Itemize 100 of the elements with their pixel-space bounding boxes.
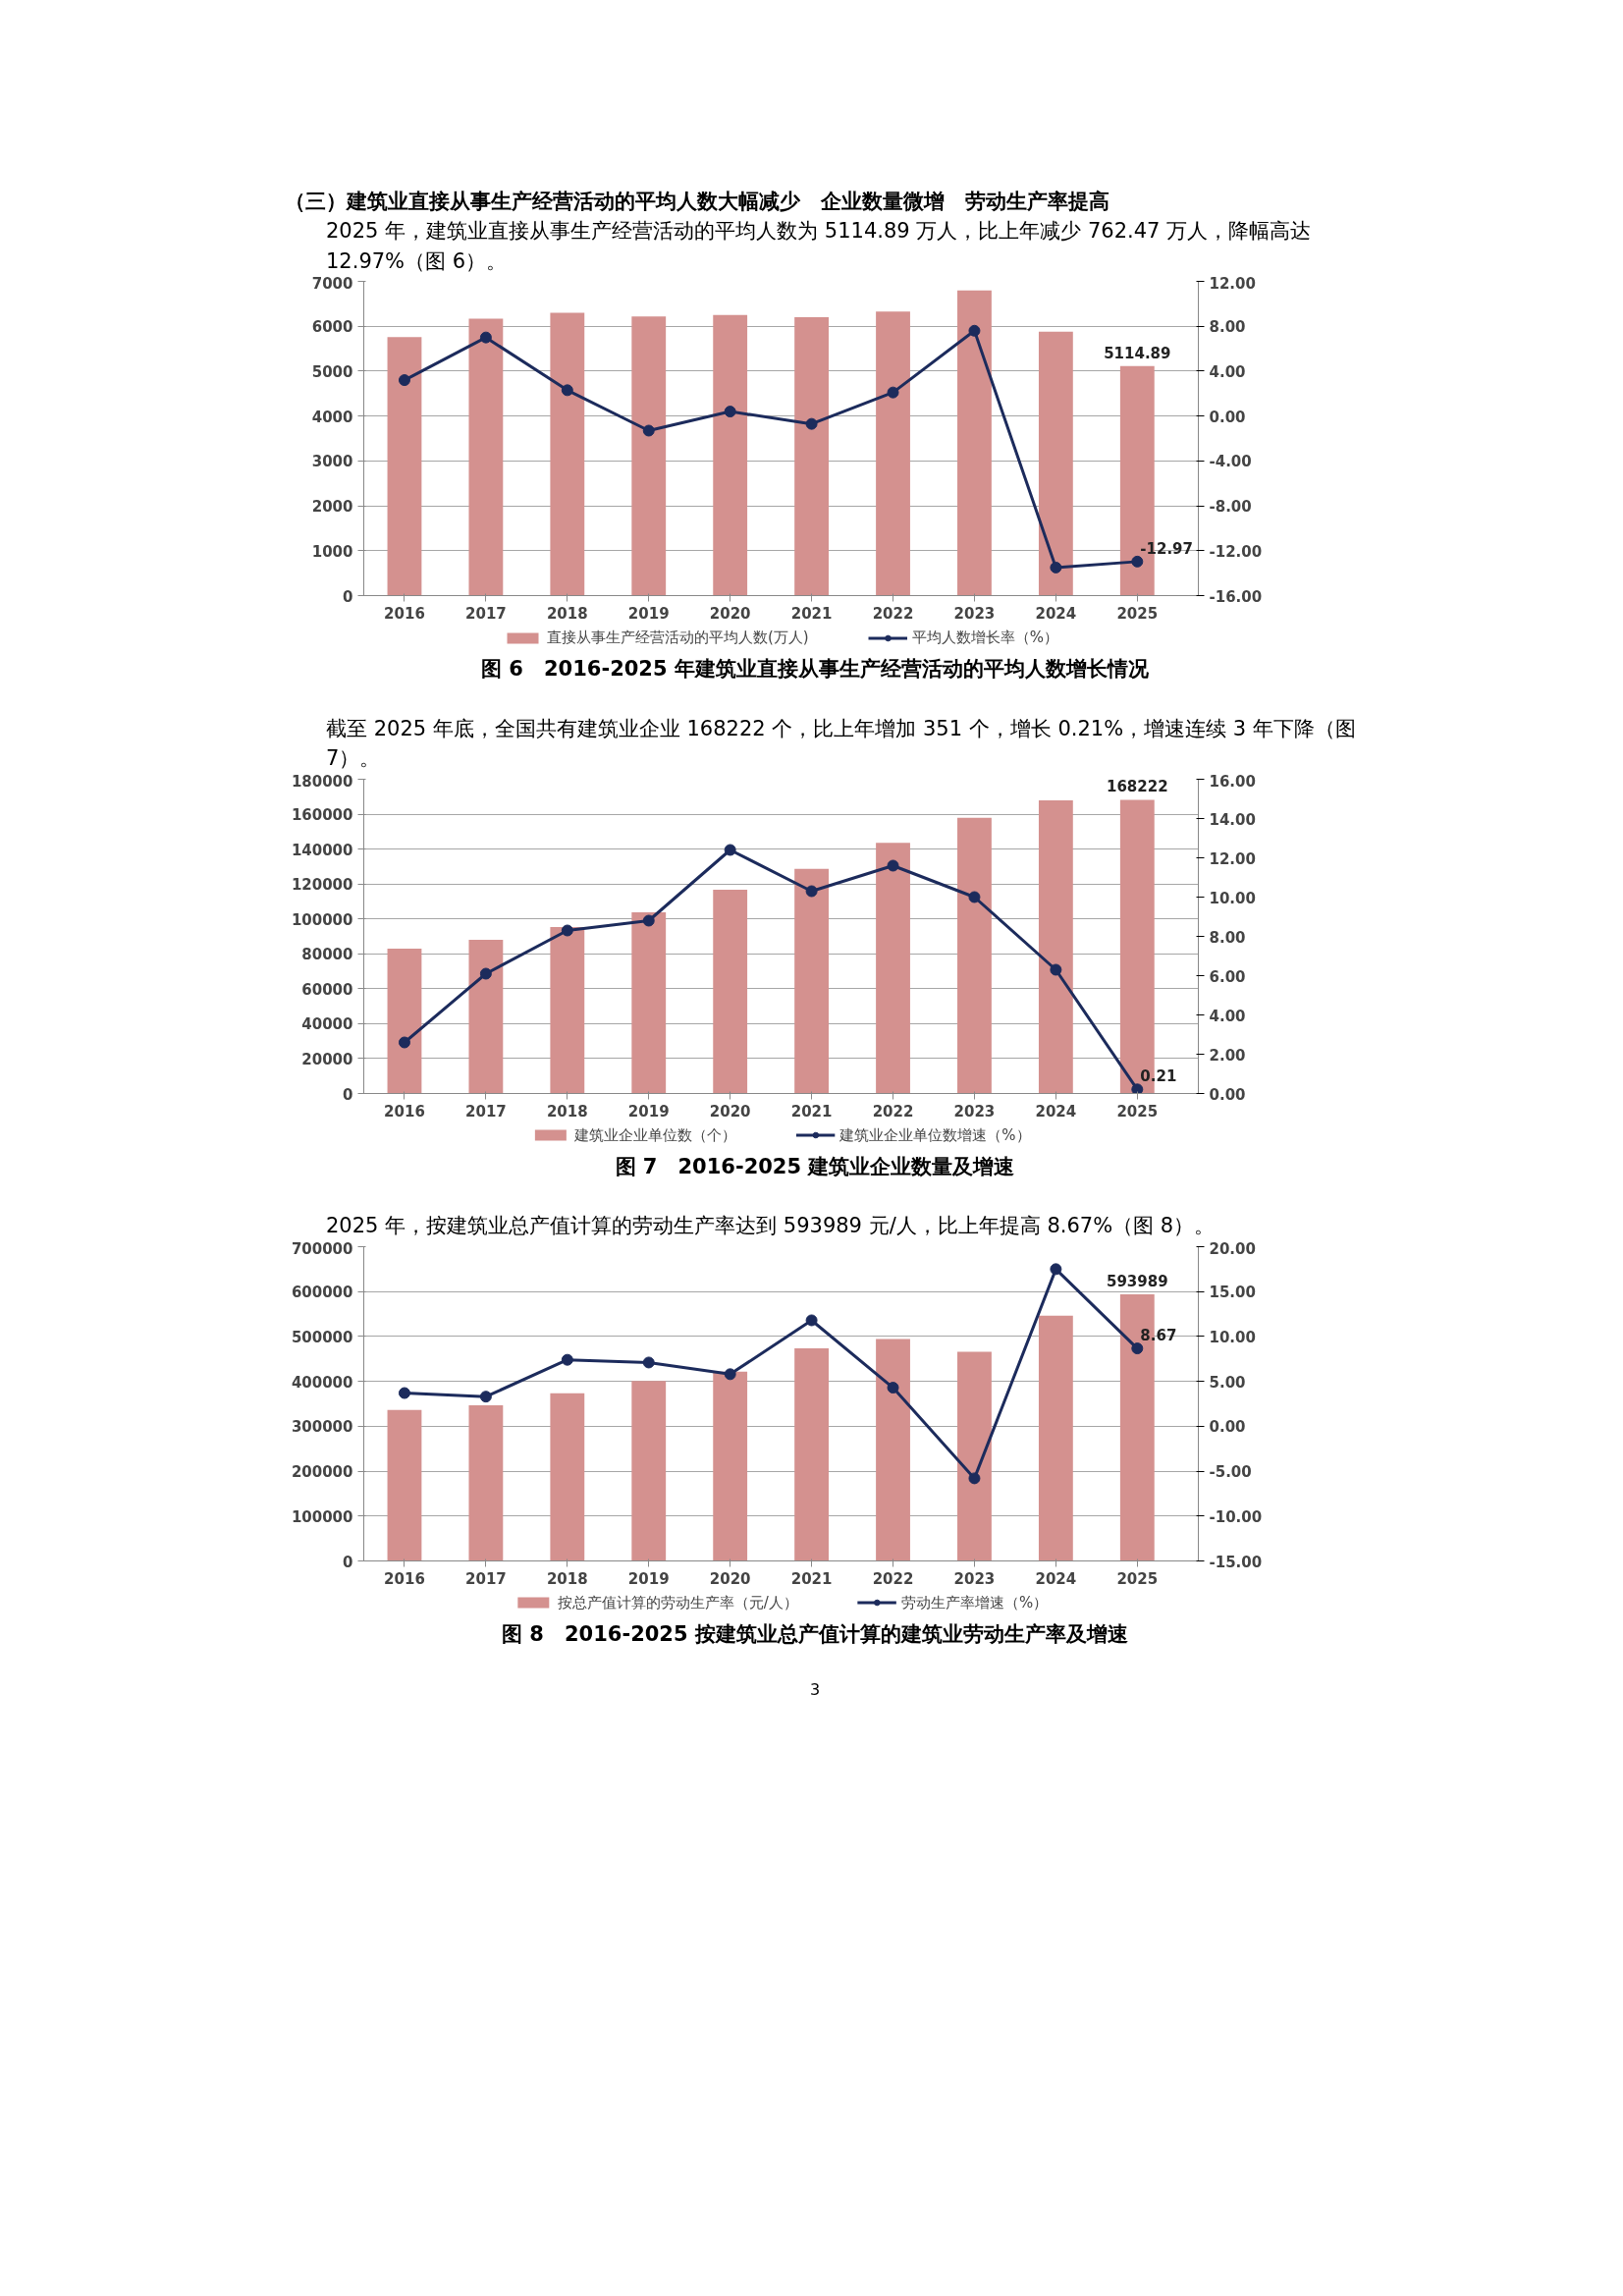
y-tick-label: 180000 [291, 772, 353, 791]
x-tick-label: 2017 [465, 1569, 507, 1587]
y-tick-label: 80000 [301, 945, 353, 963]
y-tick-label: 700000 [291, 1239, 353, 1257]
x-tick-label: 2022 [872, 1102, 914, 1121]
x-tick-label: 2023 [953, 1102, 996, 1121]
text: 截至 2025 年底，全国共有建筑业企业 168222 个，比上年增加 351 个，增长 0.21%，增速连续 3 年下降（图 7）。 [326, 715, 1357, 773]
y-tick-label: 2000 [311, 498, 353, 517]
y2-tick-label: 0.00 [1209, 1085, 1246, 1104]
y-tick-label: 100000 [291, 910, 353, 929]
y2-tick-label: -4.00 [1209, 453, 1252, 471]
bar [387, 948, 422, 1094]
bar [876, 311, 910, 596]
y2-tick-label: 20.00 [1209, 1239, 1256, 1257]
data-label: 8.67 [1140, 1326, 1177, 1344]
bar [468, 318, 504, 596]
bar [794, 1347, 830, 1560]
x-tick-label: 2020 [709, 1102, 751, 1121]
bar [468, 939, 504, 1094]
x-tick-label: 2019 [627, 1102, 670, 1121]
bar [631, 1380, 667, 1560]
y2-tick-label: -15.00 [1209, 1553, 1263, 1570]
y2-tick-label: 14.00 [1209, 810, 1256, 829]
bar [713, 889, 748, 1094]
point [1050, 963, 1062, 976]
bar [957, 1350, 992, 1560]
text: 图 8 2016-2025 按建筑业总产值计算的建筑业劳动生产率及增速 [502, 1620, 1128, 1648]
bar [1038, 332, 1073, 596]
y2-tick-label: 4.00 [1209, 363, 1246, 382]
y2-tick-label: 0.00 [1209, 1417, 1246, 1436]
bar [713, 315, 748, 596]
bar [1038, 1315, 1073, 1560]
y-tick-label: 140000 [291, 841, 353, 859]
point [398, 1387, 410, 1399]
bar [957, 817, 992, 1094]
y2-tick-label: 12.00 [1209, 274, 1256, 293]
x-tick-label: 2018 [546, 604, 588, 623]
x-tick-label: 2018 [546, 1569, 588, 1587]
point [642, 914, 655, 927]
y-tick-label: 400000 [291, 1373, 353, 1392]
bar [713, 1371, 748, 1560]
bar [876, 842, 910, 1094]
bar [550, 926, 585, 1094]
point [642, 1355, 655, 1368]
bar [631, 316, 667, 596]
x-tick-label: 2025 [1116, 1102, 1159, 1121]
text: 2025 年，按建筑业总产值计算的劳动生产率达到 593989 元/人，比上年提高 8.67%（图 8）。 [326, 1213, 1216, 1240]
x-tick-label: 2023 [953, 604, 996, 623]
bar [794, 317, 830, 596]
y-tick-label: 7000 [311, 274, 353, 293]
x-tick-label: 2023 [953, 1569, 996, 1587]
y-tick-label: 500000 [291, 1328, 353, 1346]
bar [957, 290, 992, 596]
x-tick-label: 2022 [872, 604, 914, 623]
y2-tick-label: -5.00 [1209, 1462, 1252, 1481]
point [479, 331, 492, 344]
point [968, 1471, 981, 1484]
bar [387, 1409, 422, 1560]
y2-tick-label: 2.00 [1209, 1046, 1246, 1065]
x-tick-label: 2024 [1035, 604, 1077, 623]
point [1131, 1082, 1144, 1094]
bar [794, 868, 830, 1094]
point [398, 374, 410, 387]
y2-tick-label: 8.00 [1209, 928, 1246, 947]
point [1131, 556, 1144, 569]
bar [876, 1338, 910, 1560]
y-tick-label: 4000 [311, 408, 353, 426]
bar [468, 1404, 504, 1560]
text: 图 6 2016-2025 年建筑业直接从事生产经营活动的平均人数增长情况 [481, 656, 1149, 683]
point [805, 417, 818, 430]
legend-label: 按总产值计算的劳动生产率（元/人） [557, 1593, 798, 1612]
point [561, 1353, 573, 1366]
x-tick-label: 2016 [384, 604, 425, 623]
point [561, 384, 573, 397]
bar [550, 312, 585, 596]
x-tick-label: 2016 [384, 1569, 425, 1587]
x-tick-label: 2019 [627, 604, 670, 623]
y-tick-label: 120000 [291, 875, 353, 894]
y2-tick-label: 8.00 [1209, 318, 1246, 337]
point [968, 891, 981, 903]
x-tick-label: 2021 [790, 604, 833, 623]
y-tick-label: 160000 [291, 805, 353, 824]
y-tick-label: 20000 [301, 1050, 353, 1068]
y-tick-label: 6000 [311, 318, 353, 337]
x-tick-label: 2016 [384, 1102, 425, 1121]
text: （三）建筑业直接从事生产经营活动的平均人数大幅减少 企业数量微增 劳动生产率提高 [285, 189, 1109, 215]
legend-label: 建筑业企业单位数增速（%） [839, 1125, 1031, 1145]
point [887, 1381, 899, 1394]
y-tick-label: 100000 [291, 1507, 353, 1526]
legend-label: 直接从事生产经营活动的平均人数(万人) [547, 628, 809, 647]
y-tick-label: 5000 [311, 363, 353, 382]
bar [631, 911, 667, 1094]
data-label: 168222 [1106, 778, 1168, 796]
x-tick-label: 2024 [1035, 1102, 1077, 1121]
point [1050, 562, 1062, 574]
point [398, 1036, 410, 1049]
point [561, 924, 573, 937]
x-tick-label: 2020 [709, 604, 751, 623]
point [479, 967, 492, 980]
x-tick-label: 2020 [709, 1569, 751, 1587]
